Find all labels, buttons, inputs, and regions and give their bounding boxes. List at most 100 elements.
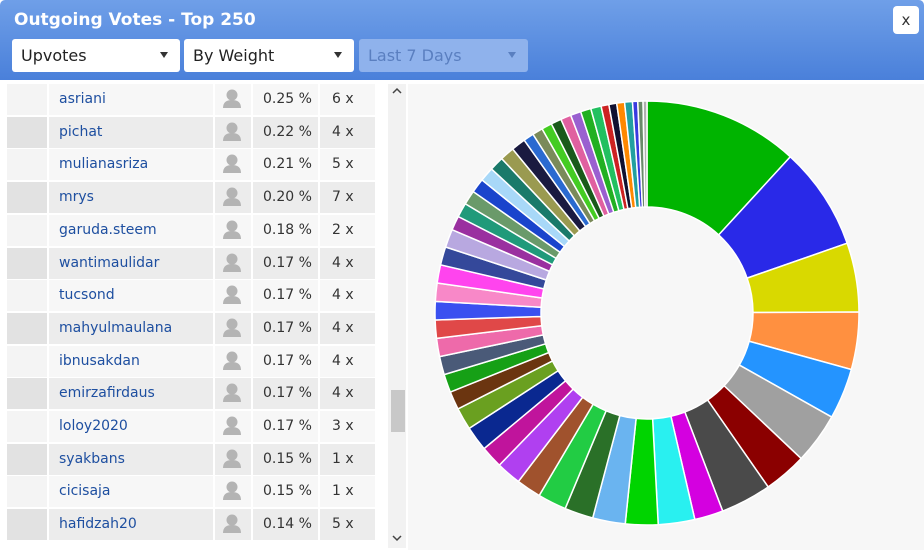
avatar-icon [223, 383, 241, 403]
table-row[interactable]: loloy2020 0.17 % 3 x [7, 411, 375, 442]
avatar-icon [223, 122, 241, 141]
avatar-cell [215, 345, 251, 377]
voter-name[interactable]: asriani [59, 91, 106, 107]
table-row[interactable]: wantimaulidar 0.17 % 4 x [7, 247, 375, 279]
weight-percent: 0.18 % [253, 214, 318, 246]
avatar-icon [223, 481, 241, 501]
name-cell [49, 149, 213, 181]
avatar-icon [223, 187, 241, 207]
name-cell [49, 214, 213, 246]
table-row[interactable]: garuda.steem 0.18 % 2 x [7, 214, 375, 246]
dropdown-text: Upvotes [21, 46, 87, 65]
weight-percent: 0.14 % [253, 509, 318, 541]
voter-name[interactable]: mahyulmaulana [59, 319, 173, 336]
avatar-cell [215, 312, 251, 344]
weight-percent: 0.17 % [253, 280, 318, 312]
name-cell [49, 247, 213, 279]
avatar-cell [215, 182, 251, 214]
caret [508, 52, 516, 58]
avatar-cell [215, 476, 251, 508]
voter-name[interactable]: emirzafirdaus [59, 385, 155, 402]
row-marker [7, 312, 47, 344]
avatar-icon [223, 220, 241, 239]
scroll-thumb[interactable] [391, 390, 405, 432]
weight-percent: 0.17 % [253, 345, 318, 377]
voter-name[interactable]: pichat [59, 123, 103, 140]
weight-percent: 0.15 % [253, 443, 318, 475]
avatar-cell [215, 214, 251, 246]
name-cell [49, 345, 213, 377]
scroll-arrows [392, 87, 402, 542]
voter-name[interactable]: cicisaja [59, 483, 111, 500]
dropdown-text: Last 7 Days [368, 46, 462, 65]
table-row[interactable]: syakbans 0.15 % 1 x [7, 443, 375, 475]
donut-chart [434, 100, 860, 526]
caret [160, 52, 168, 58]
voter-name[interactable]: tucsond [59, 287, 115, 304]
close-button[interactable]: x [893, 6, 919, 34]
vote-count: 6 x [320, 84, 375, 115]
avatar-icon [223, 416, 241, 435]
row-marker [7, 214, 47, 246]
avatar-cell [215, 443, 251, 475]
row-marker [7, 182, 47, 214]
table-row[interactable]: emirzafirdaus 0.17 % 4 x [7, 378, 375, 410]
row-marker [7, 378, 47, 410]
table-row[interactable]: ibnusakdan 0.17 % 4 x [7, 345, 375, 377]
row-marker [7, 116, 47, 148]
table-row[interactable]: pichat 0.22 % 4 x [7, 116, 375, 148]
row-marker [7, 247, 47, 279]
table-row[interactable]: mulianasriza 0.21 % 5 x [7, 149, 375, 181]
avatar-icon [223, 154, 241, 174]
sort-dropdown[interactable]: By Weight [184, 39, 354, 72]
row-marker [7, 149, 47, 181]
table-row[interactable]: asriani 0.25 % 6 x [7, 84, 375, 115]
vote-count: 4 x [320, 280, 375, 312]
dropdown-text: By Weight [193, 46, 275, 65]
dialog-header: Outgoing Votes - Top 250 x Upvotes By We… [0, 0, 924, 80]
weight-percent: 0.17 % [253, 312, 318, 344]
caret [334, 52, 342, 58]
table-row[interactable]: hafidzah20 0.14 % 5 x [7, 509, 375, 541]
voter-name[interactable]: syakbans [59, 450, 125, 467]
weight-percent: 0.17 % [253, 247, 318, 279]
row-marker [7, 84, 47, 115]
row-marker [7, 280, 47, 312]
type-dropdown[interactable]: Upvotes [12, 39, 180, 72]
name-cell [49, 84, 213, 115]
voter-name[interactable]: loloy2020 [59, 418, 128, 434]
avatar-icon [223, 89, 241, 108]
voter-name[interactable]: hafidzah20 [59, 516, 137, 533]
name-cell [49, 280, 213, 312]
vote-count: 1 x [320, 443, 375, 475]
weight-percent: 0.25 % [253, 84, 318, 115]
name-cell [49, 378, 213, 410]
name-cell [49, 312, 213, 344]
table-row[interactable]: tucsond 0.17 % 4 x [7, 280, 375, 312]
table-row[interactable]: mahyulmaulana 0.17 % 4 x [7, 312, 375, 344]
name-cell [49, 411, 213, 442]
voter-name[interactable]: ibnusakdan [59, 352, 140, 369]
row-marker [7, 345, 47, 377]
avatar-icon [223, 285, 241, 305]
avatar-cell [215, 378, 251, 410]
vote-count: 3 x [320, 411, 375, 442]
name-cell [49, 509, 213, 541]
vote-count: 5 x [320, 149, 375, 181]
vote-list: asriani 0.25 % 6 x pichat 0.22 % 4 x mulianasr… [7, 84, 375, 544]
scrollbar[interactable] [388, 84, 406, 548]
voter-name[interactable]: mrys [59, 189, 94, 206]
voter-name[interactable]: wantimaulidar [59, 254, 160, 271]
donut-segment[interactable] [642, 100, 648, 208]
table-row[interactable]: cicisaja 0.15 % 1 x [7, 476, 375, 508]
avatar-cell [215, 411, 251, 442]
avatar-icon [223, 253, 241, 272]
weight-percent: 0.17 % [253, 378, 318, 410]
table-row[interactable]: mrys 0.20 % 7 x [7, 182, 375, 214]
name-cell [49, 182, 213, 214]
voter-name[interactable]: garuda.steem [59, 221, 157, 238]
row-marker [7, 476, 47, 508]
voter-name[interactable]: mulianasriza [59, 156, 149, 173]
vote-count: 4 x [320, 378, 375, 410]
